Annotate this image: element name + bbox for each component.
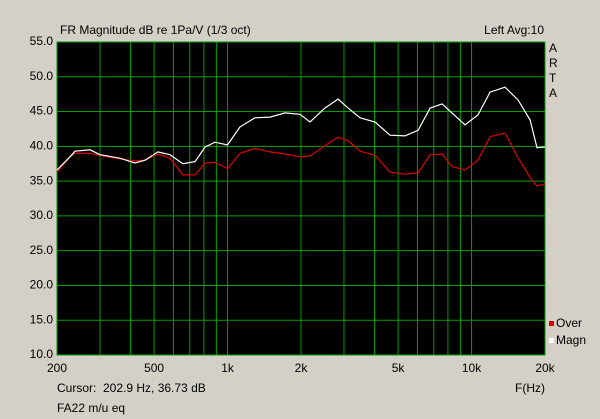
series-line: [56, 86, 546, 171]
series-line: [56, 132, 546, 187]
x-axis-label: F(Hz): [515, 381, 545, 395]
y-tick-label: 40.0: [30, 139, 54, 153]
x-tick-label: 5k: [392, 361, 406, 375]
x-tick-label: 200: [47, 361, 67, 375]
x-tick-label: 10k: [462, 361, 482, 375]
y-tick-label: 30.0: [30, 208, 54, 222]
y-tick-label: 10.0: [30, 347, 54, 361]
subtitle: Left Avg:10: [484, 23, 544, 37]
x-tick-label: 2k: [295, 361, 309, 375]
y-tick-label: 25.0: [30, 243, 54, 257]
y-tick-label: 50.0: [30, 69, 54, 83]
chart-title: FR Magnitude dB re 1Pa/V (1/3 oct): [60, 23, 251, 37]
footer: FA22 m/u eq: [57, 401, 125, 415]
legend-swatch: [549, 321, 554, 326]
y-tick-label: 55.0: [30, 34, 54, 48]
legend-label: Over: [556, 316, 582, 330]
y-tick-label: 45.0: [30, 104, 54, 118]
legend-label: Magn: [556, 333, 586, 347]
brand: ARTA: [549, 41, 558, 100]
x-tick-label: 20k: [535, 361, 555, 375]
legend-swatch: [549, 338, 554, 343]
x-tick-label: 500: [144, 361, 164, 375]
y-tick-label: 35.0: [30, 173, 54, 187]
cursor-readout: Cursor: 202.9 Hz, 36.73 dB: [57, 381, 206, 395]
y-tick-label: 20.0: [30, 278, 54, 292]
y-tick-label: 15.0: [30, 312, 54, 326]
x-tick-label: 1k: [221, 361, 235, 375]
